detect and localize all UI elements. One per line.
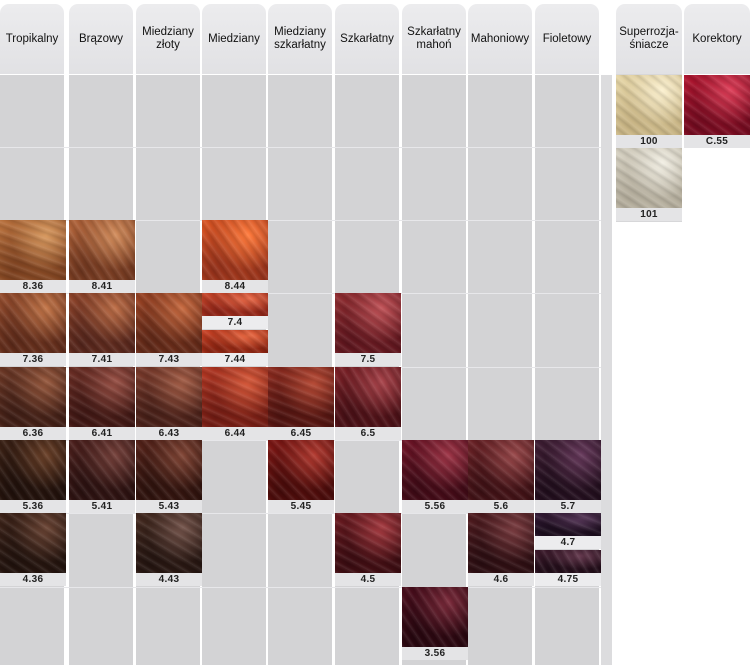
column-header: Fioletowy xyxy=(535,4,599,74)
color-swatch[interactable] xyxy=(136,293,202,353)
color-swatch[interactable] xyxy=(0,220,66,280)
shade-code-label: 6.44 xyxy=(202,427,268,440)
grid-edge xyxy=(601,75,612,665)
shade-code-label: 5.6 xyxy=(468,500,534,513)
shade-code-label: 6.43 xyxy=(136,427,202,440)
shade-code-label: 4.7 xyxy=(535,536,601,549)
color-swatch[interactable] xyxy=(684,75,750,135)
color-swatch[interactable] xyxy=(136,367,202,427)
column-header: Tropikalny xyxy=(0,4,64,74)
shade-code-label: 8.44 xyxy=(202,280,268,293)
column-header: Brązowy xyxy=(69,4,133,74)
column-header: Miedziany xyxy=(202,4,266,74)
shade-code-label: 6.36 xyxy=(0,427,66,440)
row-divider xyxy=(0,513,612,514)
shade-code-label: 5.36 xyxy=(0,500,66,513)
row-divider xyxy=(0,220,612,221)
color-swatch[interactable] xyxy=(202,330,268,353)
color-swatch[interactable] xyxy=(468,440,534,500)
shade-code-label: 4.5 xyxy=(335,573,401,586)
color-swatch[interactable] xyxy=(0,440,66,500)
shade-code-label: 7.36 xyxy=(0,353,66,366)
color-swatch[interactable] xyxy=(0,513,66,573)
color-swatch[interactable] xyxy=(202,220,268,280)
shade-code-label: 8.41 xyxy=(69,280,135,293)
color-swatch[interactable] xyxy=(69,220,135,280)
column-header: Miedziany szkarłatny xyxy=(268,4,332,74)
shade-code-label: 101 xyxy=(616,208,682,221)
column-background xyxy=(402,75,466,665)
special-column-header: Superrozja- śniacze xyxy=(616,4,682,74)
color-swatch[interactable] xyxy=(268,367,334,427)
column-header: Szkarłatny mahoń xyxy=(402,4,466,74)
shade-code-label: 5.7 xyxy=(535,500,601,513)
color-swatch[interactable] xyxy=(402,440,468,500)
shade-code-label: 100 xyxy=(616,135,682,148)
shade-code-label: 6.5 xyxy=(335,427,401,440)
color-swatch[interactable] xyxy=(468,513,534,573)
shade-code-label: 4.75 xyxy=(535,573,601,586)
shade-code-label: 4.6 xyxy=(468,573,534,586)
row-divider xyxy=(0,293,612,294)
color-swatch[interactable] xyxy=(335,513,401,573)
shade-code-label: 4.43 xyxy=(136,573,202,586)
shade-code-label: 5.43 xyxy=(136,500,202,513)
shade-code-label: 5.56 xyxy=(402,500,468,513)
column-header: Miedziany złoty xyxy=(136,4,200,74)
color-swatch[interactable] xyxy=(268,440,334,500)
shade-code-label: 7.43 xyxy=(136,353,202,366)
shade-code-label: 5.45 xyxy=(268,500,334,513)
color-swatch[interactable] xyxy=(69,293,135,353)
row-divider xyxy=(0,587,612,588)
shade-code-label: 4.36 xyxy=(0,573,66,586)
color-swatch[interactable] xyxy=(0,293,66,353)
color-swatch[interactable] xyxy=(202,293,268,316)
shade-code-label: 8.36 xyxy=(0,280,66,293)
shade-code-label: 6.41 xyxy=(69,427,135,440)
color-swatch[interactable] xyxy=(535,550,601,573)
column-header: Szkarłatny xyxy=(335,4,399,74)
special-products-panel: Superrozja- śniacze Korektory 100 C.55 101 xyxy=(614,4,752,224)
color-swatch[interactable] xyxy=(402,587,468,647)
color-swatch[interactable] xyxy=(136,440,202,500)
shade-code-label: 3.56 xyxy=(402,647,468,660)
color-swatch[interactable] xyxy=(616,75,682,135)
shade-code-label: 7.41 xyxy=(69,353,135,366)
shade-code-label: 5.41 xyxy=(69,500,135,513)
color-swatch[interactable] xyxy=(335,367,401,427)
color-swatch[interactable] xyxy=(616,148,682,208)
shade-code-label: 7.4 xyxy=(202,316,268,329)
color-swatch[interactable] xyxy=(69,440,135,500)
color-swatch[interactable] xyxy=(136,513,202,573)
shade-code-label: 7.44 xyxy=(202,353,268,366)
color-swatch[interactable] xyxy=(0,367,66,427)
shade-code-label: 7.5 xyxy=(335,353,401,366)
shade-code-label: 6.45 xyxy=(268,427,334,440)
color-swatch[interactable] xyxy=(535,440,601,500)
shade-code-label: C.55 xyxy=(684,135,750,148)
special-column-header: Korektory xyxy=(684,4,750,74)
column-header: Mahoniowy xyxy=(468,4,532,74)
color-swatch[interactable] xyxy=(535,513,601,536)
color-swatch[interactable] xyxy=(335,293,401,353)
row-divider xyxy=(0,147,612,148)
color-swatch[interactable] xyxy=(69,367,135,427)
color-swatch[interactable] xyxy=(202,367,268,427)
